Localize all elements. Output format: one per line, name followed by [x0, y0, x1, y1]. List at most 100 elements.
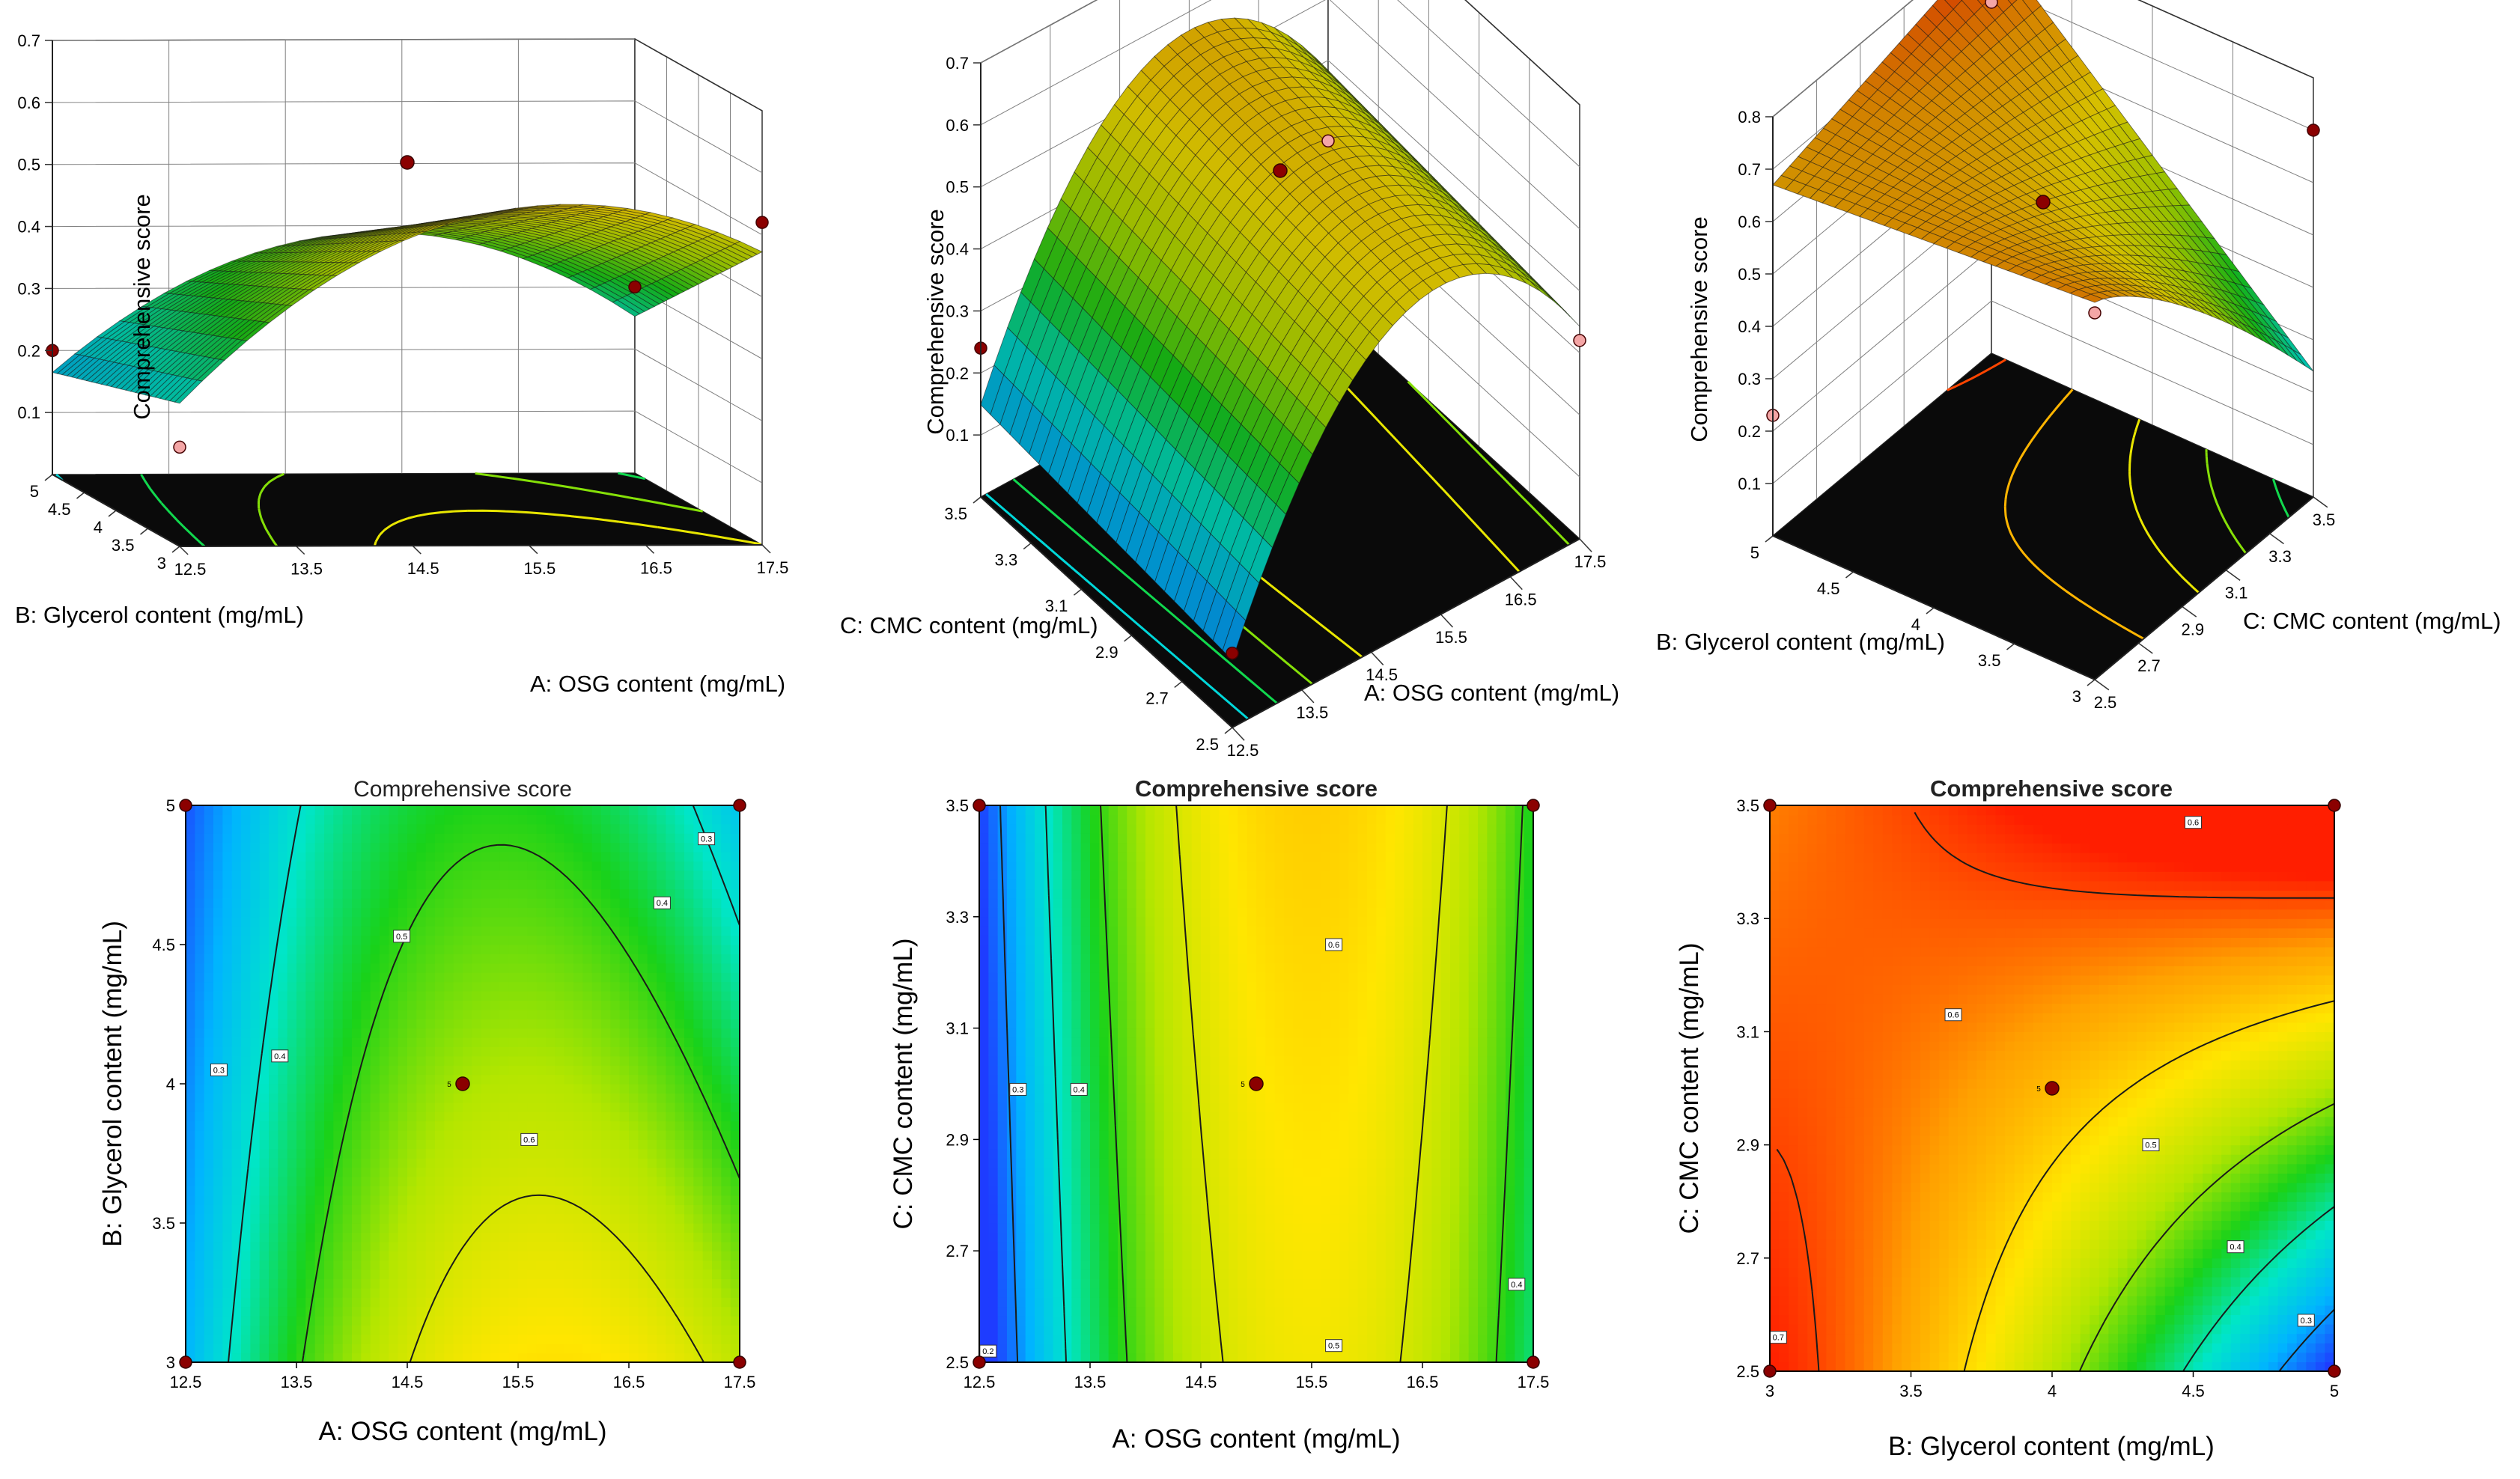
- heatmap-cell: [370, 1306, 380, 1317]
- heatmap-cell: [481, 1139, 491, 1150]
- heatmap-cell: [518, 814, 528, 825]
- heatmap-cell: [259, 916, 270, 927]
- heatmap-cell: [213, 1344, 223, 1354]
- heatmap-cell: [536, 1046, 547, 1057]
- heatmap-cell: [481, 1316, 491, 1326]
- heatmap-cell: [425, 1177, 436, 1186]
- heatmap-cell: [453, 1344, 463, 1354]
- heatmap-cell: [582, 1251, 593, 1261]
- heatmap-cell: [241, 1148, 251, 1159]
- heatmap-cell: [250, 963, 261, 973]
- heatmap-cell: [490, 1353, 500, 1362]
- heatmap-cell: [250, 1177, 261, 1186]
- heatmap-cell: [370, 1158, 380, 1168]
- heatmap-cell: [204, 870, 214, 880]
- heatmap-cell: [195, 1028, 205, 1038]
- heatmap-cell: [314, 1167, 325, 1177]
- heatmap-cell: [444, 1334, 454, 1344]
- heatmap-cell: [508, 1000, 519, 1010]
- heatmap-cell: [527, 823, 538, 834]
- heatmap-cell: [555, 935, 565, 945]
- heatmap-cell: [352, 1130, 362, 1140]
- surface-facet: [2081, 293, 2104, 303]
- heatmap-cell: [499, 1306, 510, 1317]
- heatmap-cell: [361, 1009, 371, 1019]
- heatmap-cell: [472, 1334, 482, 1344]
- heatmap-cell: [324, 842, 334, 853]
- heatmap-cell: [573, 1223, 583, 1233]
- heatmap-cell: [490, 1195, 500, 1205]
- heatmap-cell: [278, 963, 288, 973]
- heatmap-cell: [231, 833, 242, 844]
- heatmap-cell: [536, 1325, 547, 1335]
- heatmap-cell: [444, 1353, 454, 1362]
- heatmap-cell: [463, 1055, 472, 1066]
- heatmap-cell: [186, 926, 195, 936]
- heatmap-cell: [352, 1148, 362, 1159]
- heatmap-cell: [591, 1186, 602, 1196]
- heatmap-cell: [314, 879, 325, 890]
- heatmap-cell: [490, 1223, 500, 1233]
- heatmap-cell: [416, 1055, 427, 1066]
- heatmap-cell: [287, 898, 297, 908]
- heatmap-cell: [564, 898, 574, 908]
- heatmap-cell: [222, 1158, 233, 1168]
- heatmap-cell: [241, 1167, 251, 1177]
- heatmap-cell: [425, 814, 436, 825]
- heatmap-cell: [231, 1232, 242, 1242]
- heatmap-cell: [425, 963, 436, 973]
- heatmap-cell: [380, 1120, 389, 1131]
- heatmap-cell: [361, 1306, 371, 1317]
- heatmap-cell: [508, 1065, 519, 1076]
- heatmap-cell: [222, 1306, 233, 1317]
- heatmap-cell: [278, 907, 288, 918]
- heatmap-cell: [259, 805, 270, 815]
- heatmap-cell: [499, 898, 510, 908]
- heatmap-cell: [352, 833, 362, 844]
- heatmap-cell: [407, 888, 417, 899]
- heatmap-cell: [389, 1019, 399, 1029]
- heatmap-cell: [555, 1028, 565, 1038]
- heatmap-cell: [472, 1158, 482, 1168]
- heatmap-cell: [453, 1232, 463, 1242]
- heatmap-cell: [250, 1251, 261, 1261]
- heatmap-cell: [314, 1130, 325, 1140]
- heatmap-cell: [380, 1037, 389, 1047]
- heatmap-cell: [527, 1177, 538, 1186]
- heatmap-cell: [296, 954, 306, 964]
- heatmap-cell: [435, 805, 445, 815]
- heatmap-cell: [342, 926, 353, 936]
- heatmap-cell: [314, 1177, 325, 1186]
- heatmap-cell: [499, 1241, 510, 1251]
- heatmap-cell: [518, 1269, 528, 1279]
- heatmap-cell: [472, 1204, 482, 1215]
- heatmap-cell: [259, 981, 270, 992]
- heatmap-cell: [195, 805, 205, 815]
- heatmap-cell: [527, 1251, 538, 1261]
- heatmap-cell: [416, 1130, 427, 1140]
- heatmap-cell: [389, 861, 399, 871]
- floor-contour-line: [2003, 388, 2145, 640]
- heatmap-cell: [546, 1260, 556, 1270]
- heatmap-cell: [361, 898, 371, 908]
- heatmap-cell: [527, 814, 538, 825]
- heatmap-cell: [361, 926, 371, 936]
- heatmap-cell: [573, 1148, 583, 1159]
- heatmap-cell: [324, 814, 334, 825]
- heatmap-cell: [444, 1130, 454, 1140]
- corner-design-point: [1321, 134, 1335, 148]
- heatmap-cell: [490, 842, 500, 853]
- heatmap-cell: [222, 926, 233, 936]
- heatmap-cell: [573, 1186, 583, 1196]
- heatmap-cell: [195, 1055, 205, 1066]
- heatmap-cell: [416, 1000, 427, 1010]
- heatmap-cell: [333, 1009, 344, 1019]
- heatmap-cell: [250, 1055, 261, 1066]
- heatmap-cell: [582, 1334, 593, 1344]
- heatmap-cell: [416, 1046, 427, 1057]
- heatmap-cell: [508, 823, 519, 834]
- heatmap-cell: [499, 1344, 510, 1354]
- heatmap-cell: [591, 991, 602, 1001]
- heatmap-cell: [591, 1241, 602, 1251]
- heatmap-cell: [601, 1130, 611, 1140]
